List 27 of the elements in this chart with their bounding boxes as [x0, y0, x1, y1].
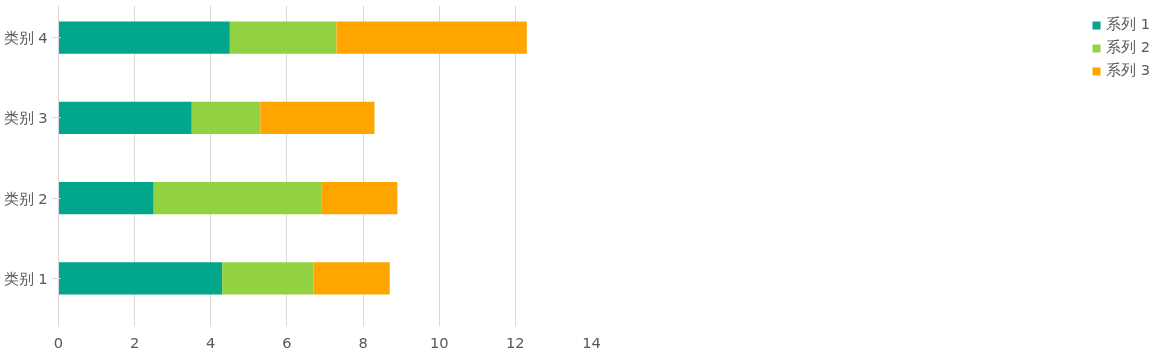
bar: [260, 101, 375, 134]
y-tick-label: 类别 3: [3, 109, 48, 127]
bar: [58, 262, 223, 295]
bar: [313, 262, 390, 295]
bar: [336, 21, 527, 54]
bar: [321, 182, 398, 215]
x-tick-label: 10: [429, 333, 449, 351]
x-tick-label: 6: [282, 333, 292, 351]
bar: [58, 21, 230, 54]
x-tick-label: 8: [358, 333, 368, 351]
bar: [58, 182, 154, 215]
legend-label: 系列 2: [1106, 38, 1150, 57]
x-tick-label: 4: [206, 333, 216, 351]
x-tick-label: 12: [506, 333, 525, 351]
bar: [222, 262, 314, 295]
bar: [58, 101, 192, 134]
bar: [153, 182, 322, 215]
y-tick-label: 类别 2: [3, 189, 48, 207]
x-tick-label: 14: [582, 333, 601, 351]
y-tick-label: 类别 4: [3, 29, 48, 47]
bar: [191, 101, 261, 134]
legend-label: 系列 1: [1106, 15, 1150, 34]
bar: [229, 21, 337, 54]
y-tick-label: 类别 1: [3, 269, 48, 287]
x-tick-label: 2: [129, 333, 140, 351]
legend-label: 系列 3: [1106, 61, 1150, 80]
x-tick-label: 0: [53, 333, 64, 351]
